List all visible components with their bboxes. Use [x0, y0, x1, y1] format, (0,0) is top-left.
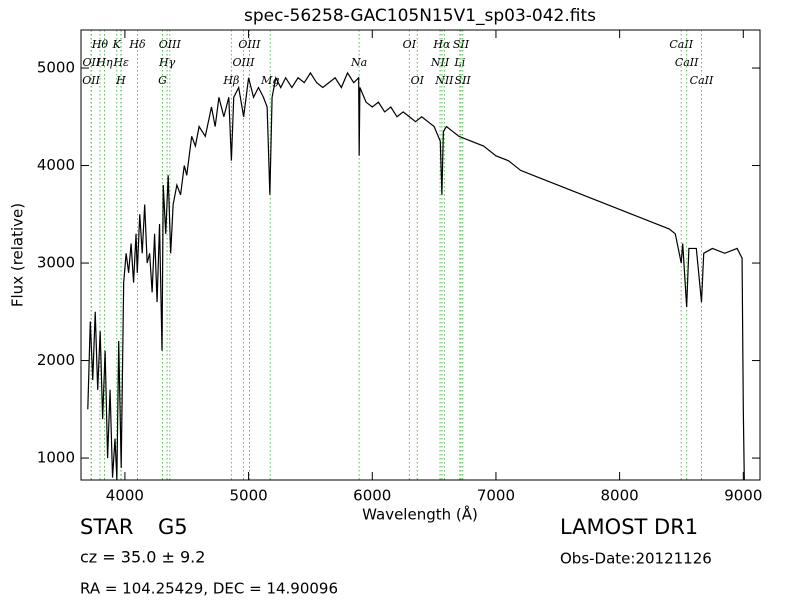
spectral-line-label: NII [434, 74, 454, 87]
x-tick-label: 8000 [601, 487, 639, 505]
spectral-line-label: K [112, 38, 122, 51]
spectral-line-label: Hα [432, 38, 451, 51]
axes-frame [80, 29, 761, 481]
chart-title: spec-56258-GAC105N15V1_sp03-042.fits [244, 6, 596, 26]
spectral-line-label: Hη [95, 56, 113, 69]
y-axis-label: Flux (relative) [9, 203, 27, 307]
y-tick-label: 4000 [37, 156, 75, 174]
spectral-line-label: CaII [675, 56, 699, 69]
spectral-line-label: OIII [232, 56, 255, 69]
redshift: cz = 35.0 ± 9.2 [80, 548, 205, 567]
spectral-line-label: SII [455, 74, 472, 87]
object-type: STAR [80, 515, 133, 539]
subclass: G5 [158, 515, 188, 539]
x-tick-label: 6000 [353, 487, 391, 505]
spectral-line-label: Li [453, 56, 465, 69]
x-tick-label: 5000 [229, 487, 267, 505]
y-tick-label: 2000 [37, 351, 75, 369]
spectral-line-label: OI [411, 74, 425, 87]
x-tick-label: 4000 [106, 487, 144, 505]
ticks: 4000 5000 6000 7000 8000 9000 1000 2000 3000 4000… [37, 30, 762, 505]
spectral-line-label: Hβ [222, 74, 239, 87]
spectrum-line [87, 71, 745, 480]
spectral-line-label: H [115, 74, 126, 87]
spectral-line-label: OII [82, 74, 100, 87]
spectral-line-label: Mg [260, 74, 279, 87]
spectral-line-label: OI [403, 38, 417, 51]
spectral-line-label: CaII [690, 74, 714, 87]
spectral-line-label: OIII [159, 38, 182, 51]
y-tick-label: 5000 [37, 59, 75, 77]
spectral-line-label: CaII [669, 38, 693, 51]
y-tick-label: 3000 [37, 254, 75, 272]
survey: LAMOST DR1 [560, 515, 698, 539]
spectral-line-label: Hθ [91, 38, 109, 51]
obs-date: Obs-Date:20121126 [560, 550, 712, 568]
spectral-line-label: SII [453, 38, 470, 51]
x-tick-label: 9000 [724, 487, 762, 505]
spectral-line-label: Na [350, 56, 367, 69]
y-tick-label: 1000 [37, 449, 75, 467]
spectral-line-label: OIII [238, 38, 261, 51]
plot-area [87, 71, 745, 480]
spectral-line-label: OII [83, 56, 101, 69]
spectral-line-label: NII [430, 56, 450, 69]
spectral-line-label: Hδ [128, 38, 146, 51]
x-axis-label: Wavelength (Å) [362, 505, 478, 524]
spectral-line-label: Hγ [158, 56, 176, 69]
x-tick-label: 7000 [477, 487, 515, 505]
spectral-line-label: G [158, 74, 167, 87]
coordinates: RA = 104.25429, DEC = 14.90096 [80, 580, 338, 598]
